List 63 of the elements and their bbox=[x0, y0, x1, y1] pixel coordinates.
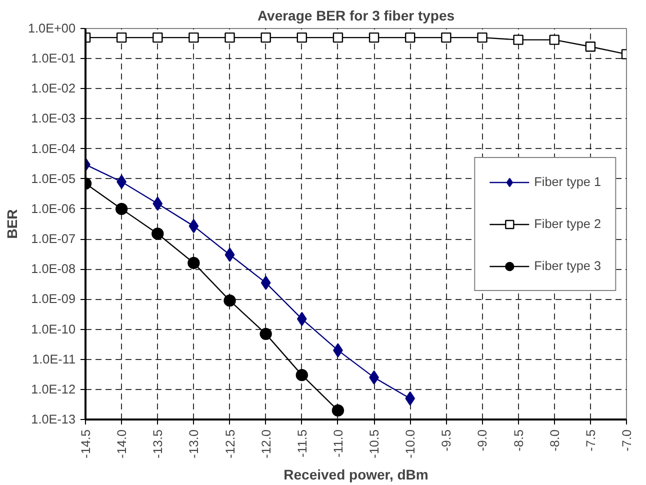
y-tick-label: 1.0E-05 bbox=[31, 172, 76, 186]
y-tick-label: 1.0E-01 bbox=[31, 52, 76, 66]
point bbox=[116, 32, 127, 43]
point bbox=[188, 256, 200, 270]
x-tick-label: -7.0 bbox=[620, 429, 634, 452]
point bbox=[368, 32, 380, 43]
y-tick-label: 1.0E-13 bbox=[31, 412, 76, 426]
x-tick-label: -11.5 bbox=[295, 429, 310, 458]
point bbox=[115, 202, 128, 216]
x-tick-label: -12.5 bbox=[223, 429, 238, 458]
point bbox=[224, 248, 235, 262]
point bbox=[441, 32, 452, 43]
point bbox=[332, 404, 344, 417]
point bbox=[332, 32, 344, 43]
x-tick-label: -10.0 bbox=[404, 429, 418, 458]
point bbox=[513, 34, 524, 45]
point bbox=[152, 228, 164, 240]
point bbox=[296, 312, 307, 326]
y-tick-label: 1.0E-11 bbox=[32, 352, 76, 366]
chart-title: Average BER for 3 fiber types bbox=[257, 8, 455, 24]
y-tick-label: 1.0E-02 bbox=[31, 82, 76, 96]
legend-label: Fiber type 2 bbox=[534, 216, 601, 230]
point bbox=[549, 34, 560, 45]
x-axis-title: Received power, dBm bbox=[284, 466, 428, 482]
point bbox=[152, 196, 163, 211]
point bbox=[224, 294, 236, 307]
y-tick-label: 1.0E-08 bbox=[31, 262, 76, 276]
x-tick-label: -7.5 bbox=[584, 429, 598, 452]
point bbox=[585, 42, 596, 52]
y-tick-label: 1.0E+00 bbox=[28, 22, 76, 36]
x-tick-label: -14.5 bbox=[79, 429, 93, 458]
y-tick-label: 1.0E-07 bbox=[31, 232, 76, 246]
y-tick-label: 1.0E-04 bbox=[31, 142, 76, 156]
point bbox=[188, 32, 199, 43]
y-tick-label: 1.0E-10 bbox=[31, 322, 76, 336]
legend-label: Fiber type 1 bbox=[534, 174, 601, 188]
x-tick-label: -11.0 bbox=[331, 429, 346, 458]
y-tick-label: 1.0E-06 bbox=[31, 202, 76, 216]
point bbox=[260, 328, 272, 340]
point bbox=[405, 32, 416, 43]
point bbox=[405, 391, 416, 406]
point bbox=[152, 32, 163, 43]
point bbox=[296, 368, 308, 382]
y-tick-label: 1.0E-03 bbox=[31, 112, 76, 126]
y-tick-label: 1.0E-09 bbox=[31, 292, 76, 306]
point bbox=[296, 32, 307, 43]
point bbox=[188, 218, 199, 234]
x-tick-label: -8.0 bbox=[548, 429, 562, 452]
point bbox=[224, 32, 235, 43]
y-tick-label: 1.0E-12 bbox=[31, 382, 76, 396]
x-tick-label: -8.5 bbox=[512, 429, 526, 452]
x-tick-label: -13.0 bbox=[187, 429, 202, 458]
x-tick-label: -13.5 bbox=[151, 429, 166, 458]
point bbox=[477, 32, 488, 43]
x-tick-label: -9.5 bbox=[440, 429, 454, 452]
x-tick-label: -10.5 bbox=[368, 429, 382, 458]
legend-label: Fiber type 3 bbox=[534, 258, 601, 272]
point bbox=[260, 276, 271, 290]
point bbox=[260, 32, 271, 43]
x-tick-label: -14.0 bbox=[115, 429, 130, 458]
y-axis-title: BER bbox=[4, 209, 20, 239]
x-tick-label: -9.0 bbox=[476, 429, 490, 452]
x-tick-label: -12.0 bbox=[259, 429, 274, 458]
